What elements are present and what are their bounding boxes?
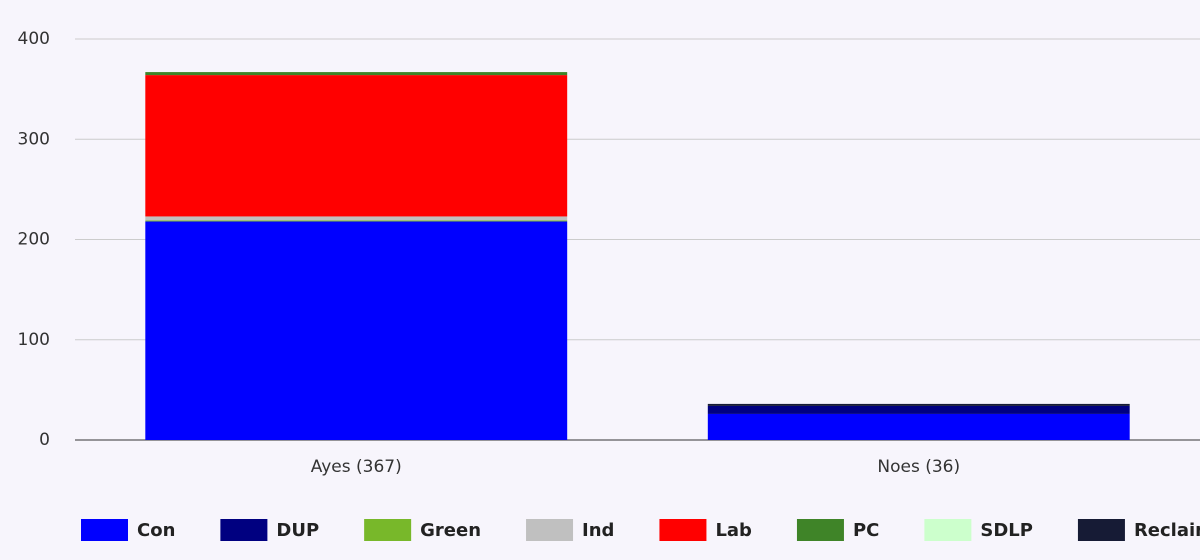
bar-segment: [145, 221, 568, 440]
legend-label: DUP: [276, 520, 319, 541]
bar-segment: [145, 220, 568, 222]
y-tick-label: 100: [18, 330, 50, 350]
legend-label: Lab: [715, 520, 752, 541]
legend-label: Green: [420, 520, 481, 541]
legend-swatch: [659, 519, 707, 541]
legend-swatch: [526, 519, 574, 541]
legend-swatch: [220, 519, 268, 541]
legend-swatch: [1077, 519, 1125, 541]
bar-segment: [707, 413, 1130, 440]
y-tick-label: 0: [39, 430, 50, 450]
bar-segment: [145, 75, 568, 217]
legend-label: SDLP: [980, 520, 1033, 541]
legend-label: Ind: [582, 520, 614, 541]
y-tick-label: 200: [18, 230, 50, 250]
bar-segment: [707, 403, 1130, 406]
legend-swatch: [364, 519, 412, 541]
x-tick-label: Ayes (367): [311, 457, 402, 477]
x-tick-label: Noes (36): [877, 457, 960, 477]
legend-label: Reclaim: [1134, 520, 1200, 541]
bar-segment: [707, 405, 1130, 414]
legend-swatch: [796, 519, 844, 541]
y-tick-label: 400: [18, 29, 50, 49]
y-tick-label: 300: [18, 129, 50, 149]
legend-swatch: [924, 519, 972, 541]
bar-segment: [145, 72, 568, 76]
legend-swatch: [81, 519, 128, 541]
bar-segment: [145, 216, 568, 221]
legend-label: PC: [853, 520, 879, 541]
legend-label: Con: [137, 520, 175, 541]
